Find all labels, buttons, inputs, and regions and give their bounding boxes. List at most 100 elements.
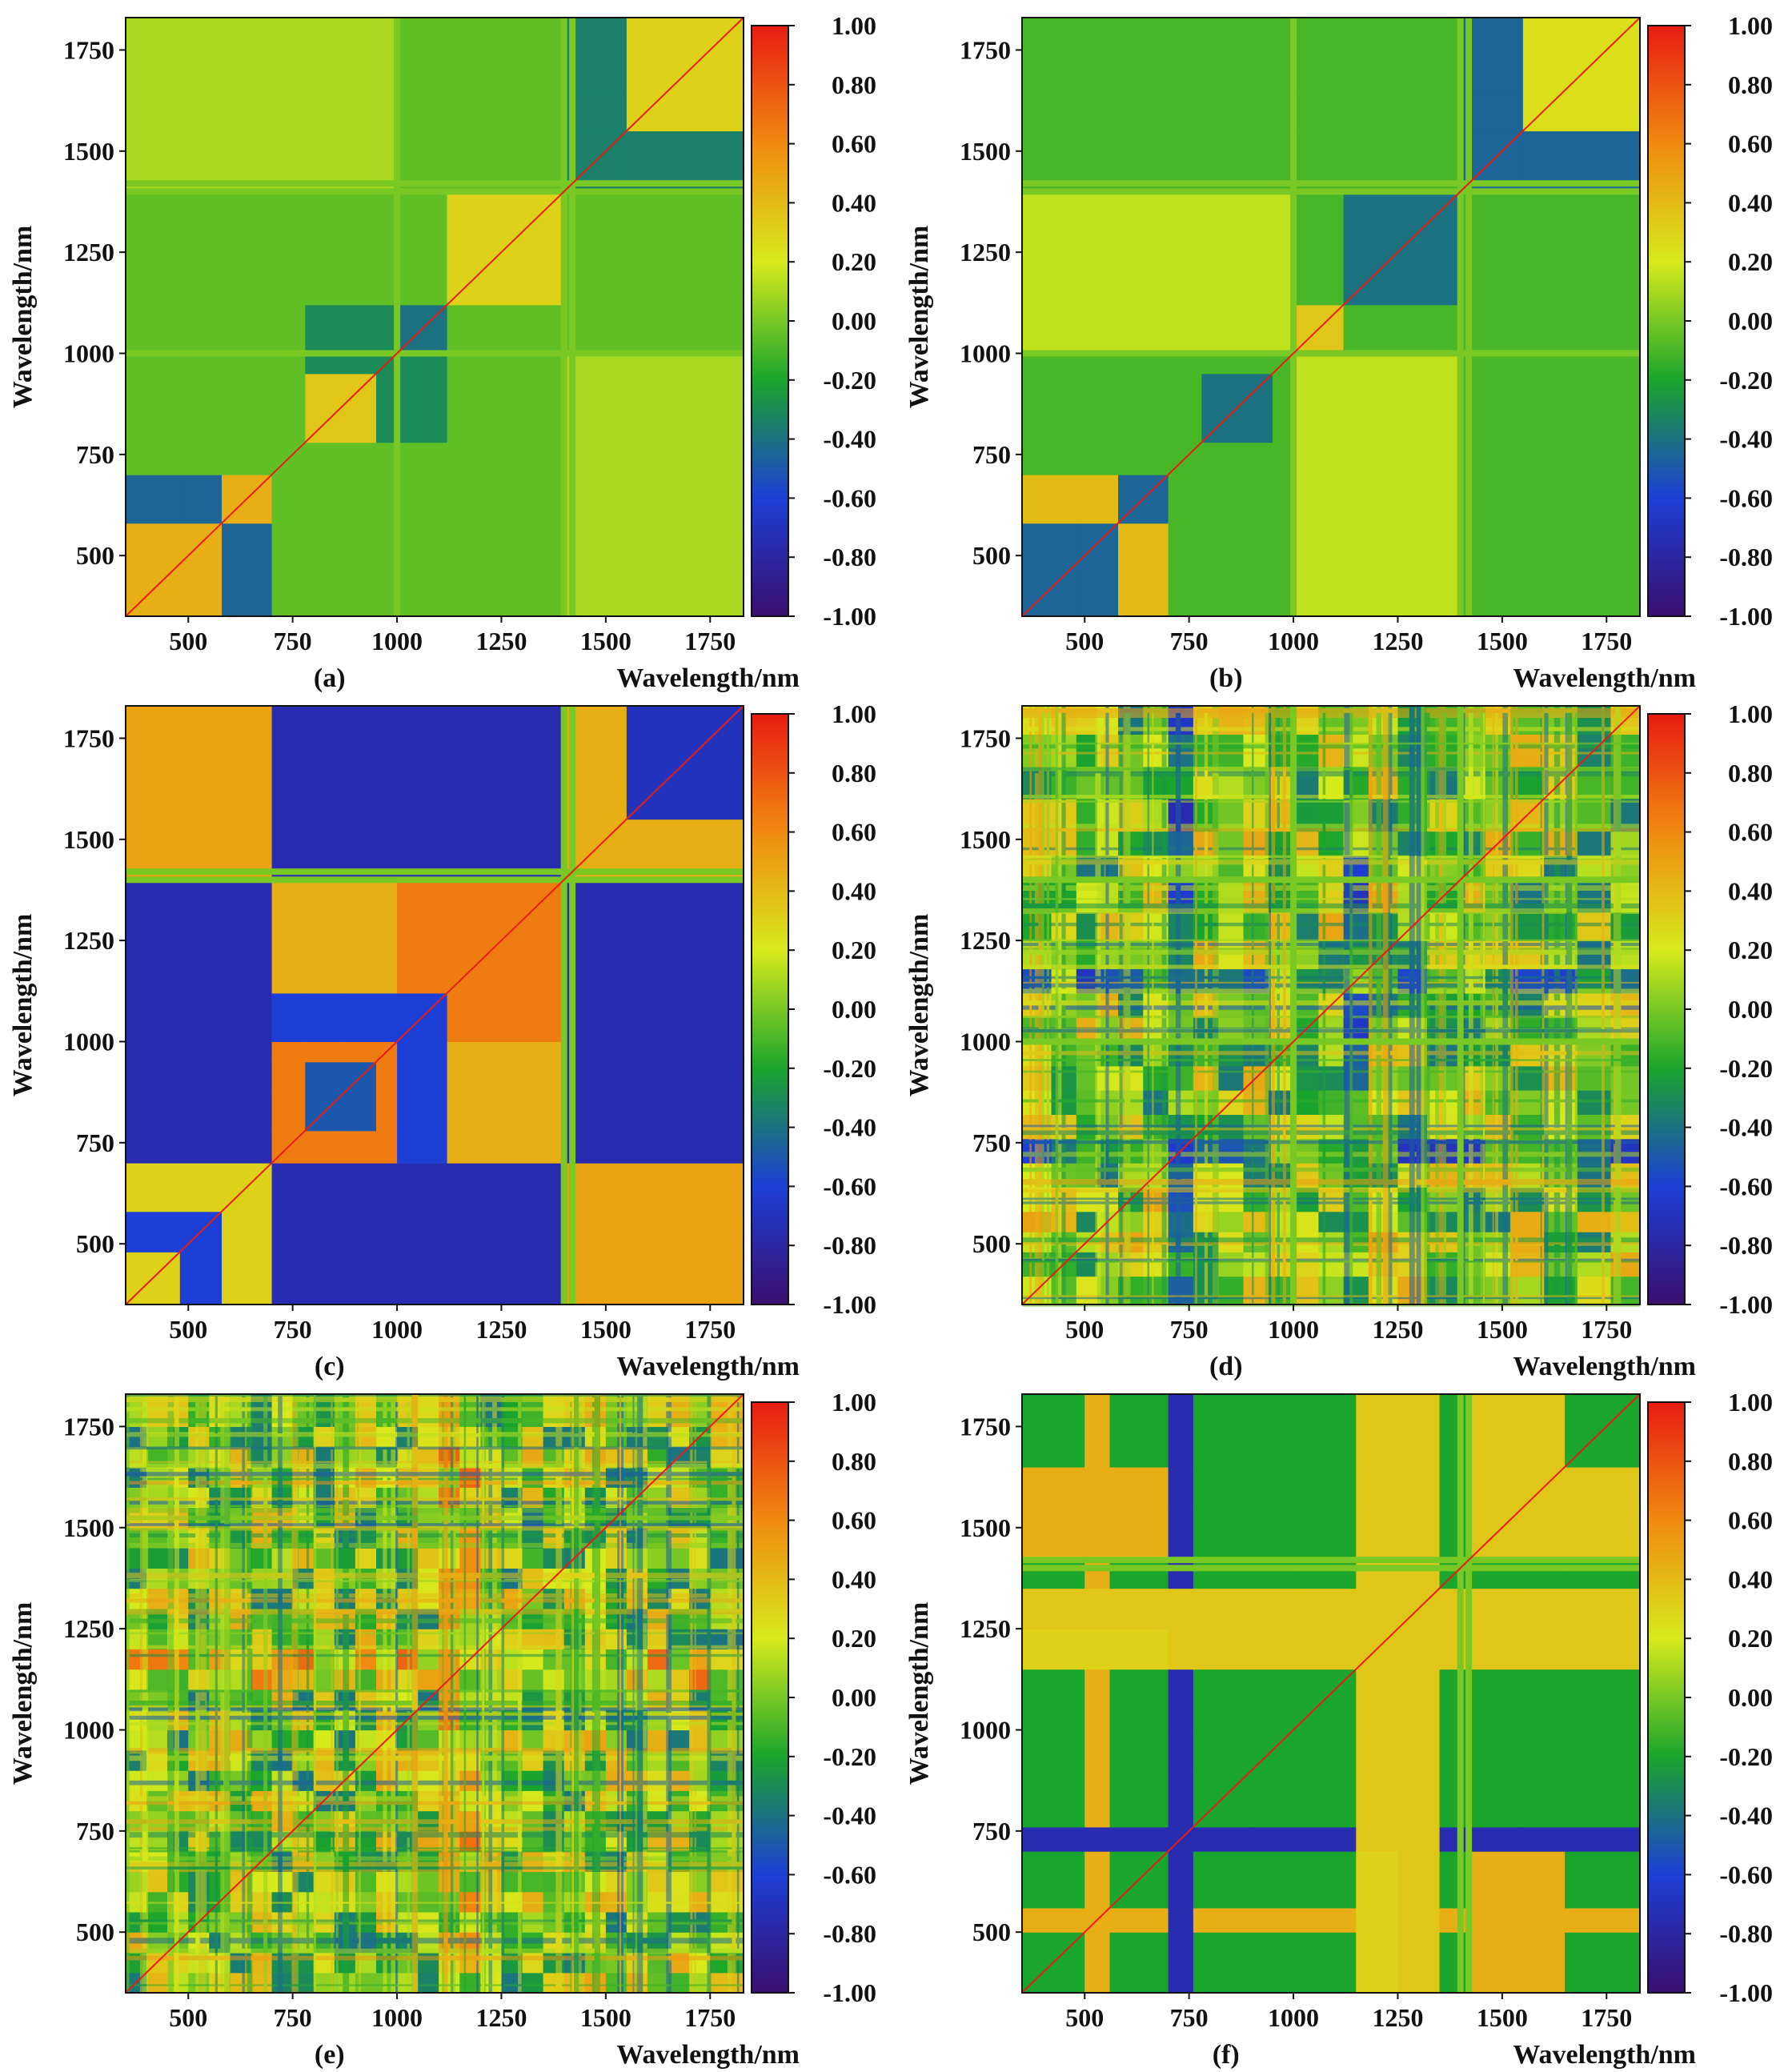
panel-label: (d) (1209, 1352, 1243, 1381)
heatmap-stripe (1022, 1237, 1640, 1243)
colorbar-tick-label: 1.00 (832, 1388, 876, 1417)
plot-frame (125, 1393, 744, 1994)
colorbar (751, 713, 789, 1305)
heatmap-cell (343, 1094, 377, 1132)
heatmap-cell (179, 1130, 222, 1164)
heatmap-cell (1239, 304, 1273, 354)
heatmap-cell (305, 880, 343, 941)
heatmap-cell (343, 475, 377, 524)
heatmap-cell (418, 1649, 439, 1670)
heatmap-cell (1118, 252, 1169, 306)
colorbar-tick-label: 0.60 (832, 818, 876, 847)
y-tick-label: 1250 (960, 1614, 1011, 1643)
heatmap-stripe (1022, 1197, 1640, 1200)
heatmap-stripe (314, 1394, 316, 1993)
heatmap-cell (1293, 1932, 1357, 1994)
heatmap-stripe (1022, 1059, 1640, 1061)
heatmap-cell (1168, 1090, 1194, 1115)
diagonal-line (1021, 17, 1641, 617)
heatmap-cell (1022, 18, 1077, 91)
heatmap-cell (1022, 1729, 1085, 1771)
x-tick-label: 1500 (1477, 1315, 1528, 1344)
heatmap-cell (1565, 252, 1641, 306)
colorbar-tick-label: -0.20 (823, 366, 876, 395)
colorbar-tick-label: -0.60 (1719, 483, 1773, 512)
heatmap-cell (1343, 442, 1398, 475)
heatmap-cell (605, 1548, 627, 1569)
heatmap-cell (1397, 563, 1461, 617)
heatmap-cell (1022, 1770, 1085, 1828)
heatmap-cell (626, 353, 669, 375)
heatmap-cell (1239, 563, 1273, 617)
x-tick-label: 750 (1170, 627, 1209, 655)
heatmap-cell (1201, 523, 1240, 564)
heatmap-cell (1397, 523, 1461, 564)
heatmap-cell (1343, 523, 1398, 564)
heatmap-cell (647, 1729, 669, 1751)
heatmap-stripe (591, 1394, 595, 1993)
heatmap-cell (271, 880, 306, 941)
heatmap-cell (222, 1094, 273, 1132)
heatmap-cell (1193, 1907, 1253, 1933)
heatmap-cell (439, 1871, 460, 1893)
heatmap-cell (1022, 523, 1077, 564)
heatmap-cell (668, 1094, 744, 1132)
heatmap-cell (1293, 1588, 1357, 1629)
panel-label: (c) (315, 1352, 345, 1381)
diagonal-line (1021, 1393, 1641, 1994)
heatmap-cell (1168, 406, 1202, 443)
heatmap-cell (305, 940, 343, 994)
heatmap-stripe (1022, 1005, 1640, 1010)
heatmap-stripe (1195, 706, 1197, 1305)
y-tick-label: 1250 (63, 1614, 114, 1643)
heatmap-cell (626, 442, 669, 475)
band-line-horizontal (1022, 188, 1640, 195)
heatmap-cell (501, 563, 565, 617)
colorbar-tick-label: -1.00 (823, 1978, 876, 2007)
heatmap-cell (126, 940, 181, 994)
heatmap-cell (1397, 1826, 1441, 1852)
heatmap-cell (146, 1487, 168, 1509)
heatmap-cell (1397, 442, 1461, 475)
x-tick-label: 750 (274, 1315, 312, 1344)
heatmap-stripe (1022, 795, 1640, 799)
heatmap-cell (376, 1163, 398, 1212)
heatmap-cell (626, 1094, 669, 1132)
heatmap-cell (146, 1972, 168, 1994)
heatmap-cell (126, 992, 181, 1042)
heatmap-stripe (1022, 1258, 1640, 1262)
heatmap-cell (179, 373, 222, 407)
heatmap-stripe (126, 1653, 744, 1657)
colorbar-tick-label: 1.00 (1728, 699, 1773, 728)
heatmap-cell (222, 18, 273, 91)
heatmap-stripe (1152, 706, 1154, 1305)
heatmap-stripe (247, 1394, 253, 1993)
heatmap-cell (447, 191, 502, 253)
heatmap-stripe (126, 1463, 744, 1469)
heatmap-cell (668, 373, 744, 407)
heatmap-stripe (1022, 751, 1640, 755)
heatmap-panel-b: 500 750 1000 1250 1500 1750 500 750 1000 1250 1500… (904, 11, 1773, 693)
heatmap-cell (605, 1952, 627, 1974)
heatmap-stripe (1022, 1179, 1640, 1185)
plot-frame (1021, 17, 1641, 617)
colorbar-tick-label: 0.00 (832, 1683, 876, 1712)
heatmap-cell (626, 1041, 669, 1063)
heatmap-cell (1544, 1211, 1578, 1232)
heatmap-cell (1522, 191, 1566, 253)
heatmap-cell (1293, 523, 1345, 564)
heatmap-cell (1168, 252, 1202, 306)
heatmap-cell (668, 1548, 690, 1569)
x-tick-label: 750 (274, 627, 312, 655)
heatmap-cell (271, 1094, 306, 1132)
heatmap-stripe (736, 1394, 740, 1993)
heatmap-cell (1343, 406, 1398, 443)
heatmap-stripe (126, 1862, 744, 1867)
heatmap-cell (626, 373, 669, 407)
heatmap-cell (1118, 18, 1169, 91)
heatmap-cell (271, 1871, 294, 1893)
y-tick-label: 750 (972, 1817, 1011, 1846)
heatmap-cell (305, 475, 343, 524)
heatmap-cell (522, 1487, 544, 1509)
